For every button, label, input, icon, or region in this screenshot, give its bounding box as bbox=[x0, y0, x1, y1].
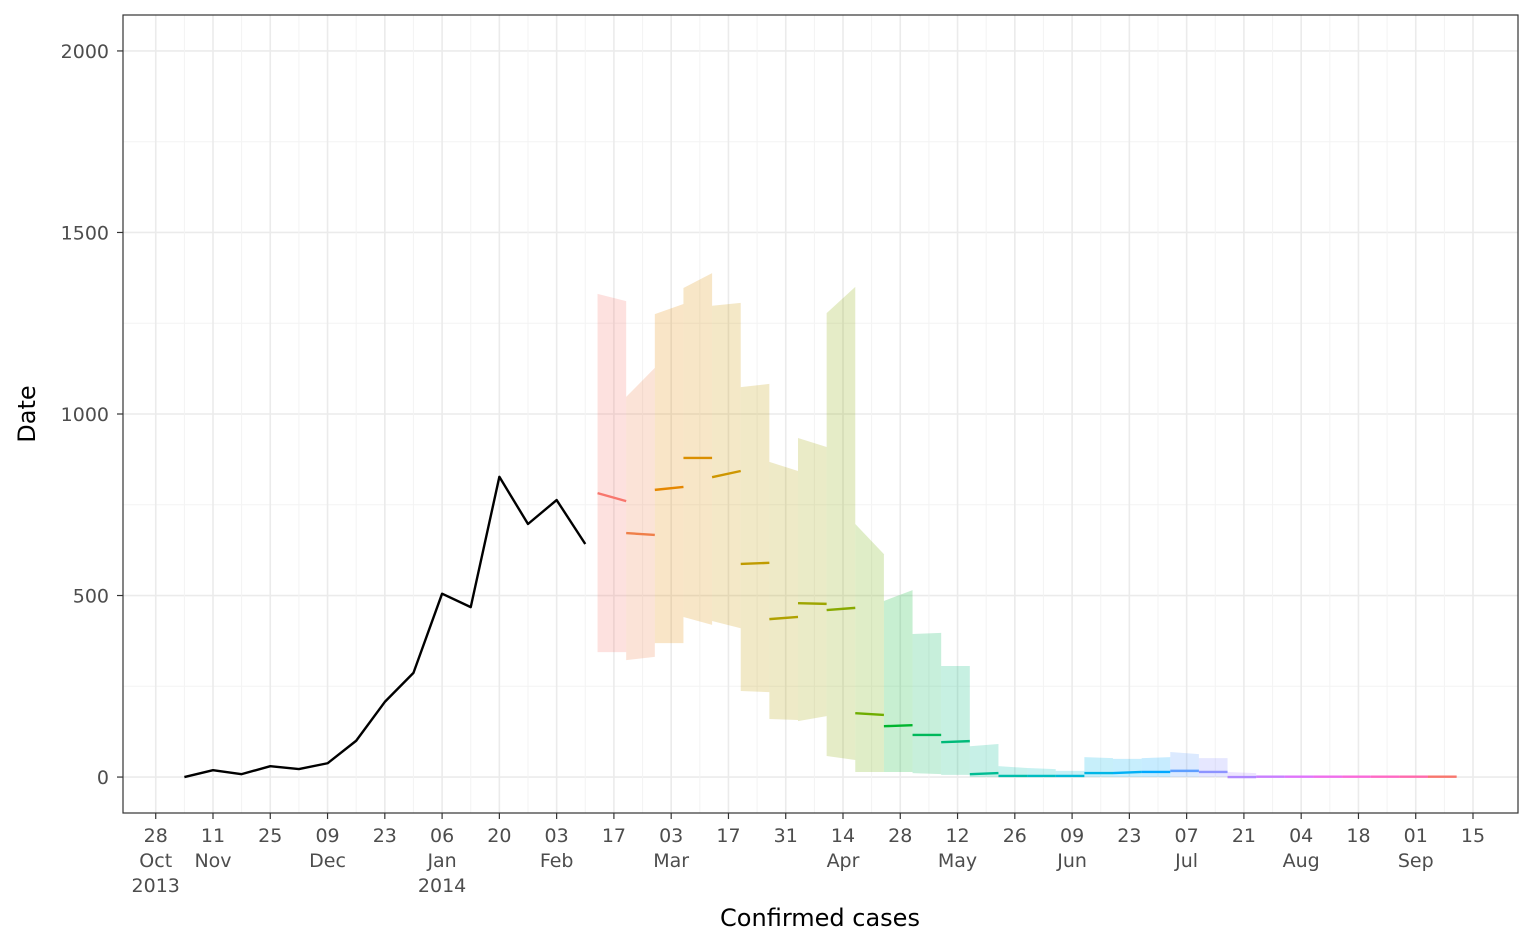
projection-line bbox=[597, 491, 627, 503]
ribbon bbox=[969, 744, 999, 778]
ribbon bbox=[798, 437, 827, 722]
ribbon bbox=[769, 461, 798, 721]
projection-line bbox=[941, 739, 970, 744]
x-tick-label: 17 bbox=[716, 825, 740, 847]
ribbon bbox=[712, 302, 741, 629]
x-tick-label: 21 bbox=[1232, 825, 1256, 847]
plot-border bbox=[122, 14, 1519, 814]
projection-line bbox=[654, 485, 684, 492]
y-tick-label: 0 bbox=[97, 767, 109, 789]
x-axis-title: Confirmed cases bbox=[720, 904, 920, 932]
ribbon bbox=[998, 766, 1028, 778]
ribbon bbox=[941, 665, 970, 775]
line bbox=[184, 475, 587, 779]
x-tick-label: 01 Sep bbox=[1398, 825, 1434, 872]
projection-line bbox=[883, 723, 913, 728]
projection-line bbox=[826, 606, 856, 612]
y-tick-label: 2000 bbox=[61, 41, 109, 63]
projection-line bbox=[969, 771, 999, 776]
ribbon bbox=[883, 590, 913, 772]
x-tick-label: 28 Oct 2013 bbox=[132, 825, 180, 897]
x-tick-label: 04 Aug bbox=[1283, 825, 1320, 872]
marks bbox=[184, 273, 1457, 779]
y-tick-label: 1000 bbox=[61, 404, 109, 426]
x-tick-label: 14 Apr bbox=[827, 825, 860, 872]
ribbon bbox=[1113, 758, 1142, 778]
x-tick-label: 20 bbox=[487, 825, 511, 847]
x-tick-label: 25 bbox=[258, 825, 282, 847]
projection-line bbox=[1112, 770, 1142, 775]
ribbon bbox=[1141, 757, 1171, 778]
x-tick-label: 15 bbox=[1461, 825, 1485, 847]
y-tick-label: 1500 bbox=[61, 222, 109, 244]
x-tick-label: 06 Jan 2014 bbox=[418, 825, 466, 897]
x-tick-label: 23 bbox=[1117, 825, 1141, 847]
projection-line bbox=[797, 601, 827, 606]
x-tick-label: 07 Jul bbox=[1174, 825, 1199, 872]
ribbon bbox=[1227, 771, 1257, 778]
projection-line bbox=[626, 531, 655, 537]
projection-line bbox=[769, 615, 799, 621]
x-tick-label: 17 bbox=[602, 825, 626, 847]
x-tick-label: 23 bbox=[373, 825, 397, 847]
x-tick-label: 18 bbox=[1346, 825, 1370, 847]
y-tick-label: 500 bbox=[73, 586, 109, 608]
ribbon bbox=[1198, 758, 1228, 778]
x-tick-label: 09 Jun bbox=[1056, 825, 1087, 872]
x-tick-label: 31 bbox=[774, 825, 798, 847]
projection-line bbox=[855, 711, 884, 717]
y-axis-title: Date bbox=[13, 385, 41, 442]
x-tick-label: 03 Feb bbox=[540, 825, 574, 872]
ribbon bbox=[597, 293, 627, 653]
ribbon bbox=[683, 273, 713, 625]
projection-line bbox=[740, 561, 770, 566]
ribbon bbox=[654, 303, 684, 644]
x-tick-label: 11 Nov bbox=[194, 825, 231, 872]
ribbon bbox=[826, 286, 856, 760]
x-tick-label: 26 bbox=[1003, 825, 1027, 847]
x-tick-label: 28 bbox=[888, 825, 912, 847]
x-tick-label: 09 Dec bbox=[309, 825, 346, 872]
x-tick-label: 12 May bbox=[938, 825, 977, 872]
x-tick-label: 03 Mar bbox=[653, 825, 689, 872]
ribbon bbox=[740, 383, 770, 693]
projection-line bbox=[711, 469, 741, 479]
ribbon bbox=[912, 632, 942, 775]
ribbon bbox=[1170, 752, 1199, 778]
grid bbox=[123, 15, 1518, 813]
ribbon bbox=[626, 367, 655, 661]
ribbon bbox=[855, 524, 884, 772]
